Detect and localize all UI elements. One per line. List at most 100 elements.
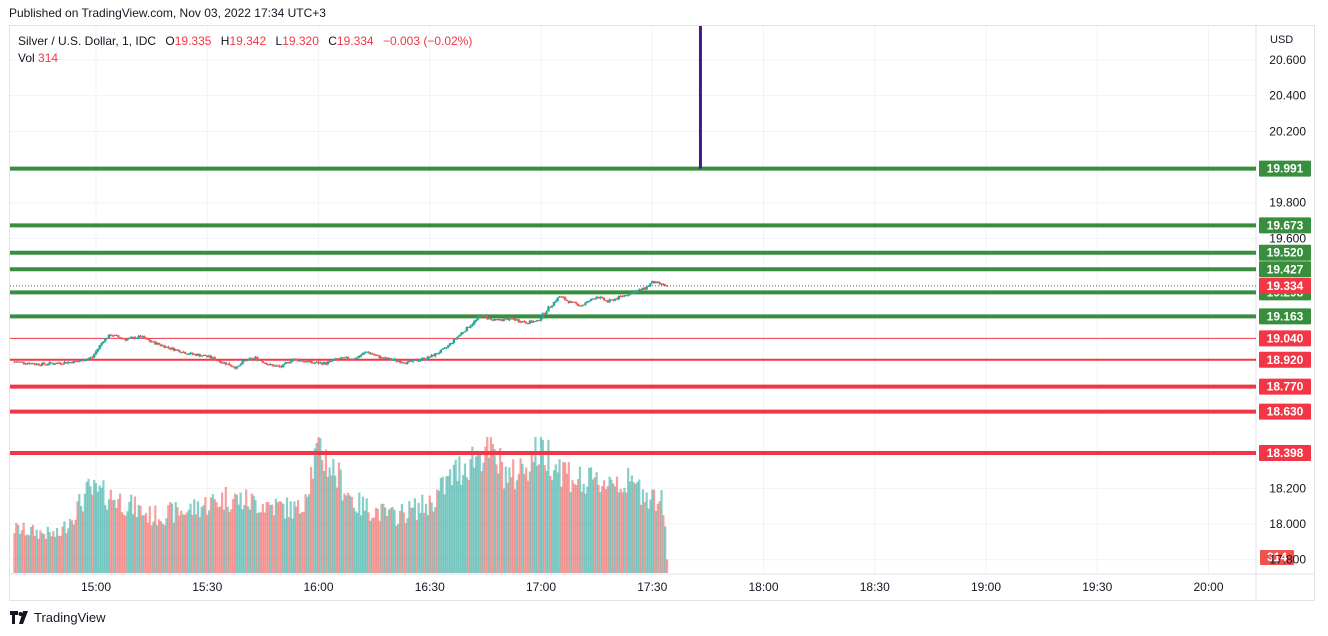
volume-bar-16:48 — [495, 464, 498, 573]
currency-label[interactable]: USD — [1270, 34, 1294, 46]
volume-bar-17:07 — [567, 461, 570, 573]
volume-bar-17:22 — [623, 487, 626, 573]
candle-body-16:41 — [471, 324, 474, 326]
volume-bar-17:12 — [584, 493, 587, 573]
volume-bar-14:59 — [91, 494, 94, 573]
published-header: Published on TradingView.com, Nov 03, 20… — [9, 6, 326, 20]
volume-bar-15:25 — [189, 503, 192, 573]
volume-bar-17:10 — [578, 466, 582, 573]
level-label-bg-19.040 — [1259, 330, 1311, 347]
candle-body-14:55 — [76, 361, 79, 363]
candle-body-15:18 — [161, 345, 164, 347]
volume-bar-17:18 — [608, 476, 611, 573]
candle-body-14:43 — [31, 363, 35, 365]
volume-bar-15:46 — [267, 502, 270, 573]
volume-bar-16:14 — [371, 517, 374, 573]
candle-body-16:07 — [345, 357, 348, 359]
candle-body-16:57 — [530, 320, 533, 323]
candle-body-16:14 — [369, 353, 372, 355]
volume-bar-17:31 — [656, 503, 659, 573]
volume-bar-15:30 — [208, 510, 211, 573]
candle-body-17:07 — [565, 299, 569, 301]
volume-bar-17:23 — [627, 467, 630, 573]
candle-body-15:17 — [157, 342, 161, 345]
volume-bar-14:39 — [17, 524, 20, 573]
volume-bar-15:27 — [196, 501, 200, 573]
candle-body-17:22 — [621, 296, 624, 298]
volume-bar-16:49 — [500, 461, 504, 573]
tradingview-brand[interactable]: TradingView — [10, 610, 106, 625]
volume-bar-14:44 — [37, 538, 40, 573]
volume-bar-17:19 — [612, 483, 615, 573]
volume-bar-16:12 — [363, 510, 366, 573]
volume-bar-14:53 — [70, 520, 73, 573]
candle-body-17:18 — [606, 300, 609, 303]
candle-body-16:23 — [404, 363, 407, 365]
volume-bar-14:42 — [28, 535, 31, 573]
candle-body-15:48 — [274, 365, 278, 367]
volume-bar-16:23 — [404, 523, 407, 573]
candle-body-15:10 — [133, 337, 137, 339]
candle-body-15:08 — [124, 338, 127, 341]
candle-body-14:47 — [46, 364, 49, 366]
volume-bar-15:31 — [209, 497, 213, 573]
volume-bar-16:30 — [428, 495, 431, 573]
level-label-18.770: 18.770 — [1267, 380, 1304, 394]
volume-bar-15:57 — [308, 494, 311, 573]
volume-bar-15:35 — [226, 506, 229, 573]
candle-body-15:03 — [105, 338, 109, 340]
volume-bar-17:03 — [551, 480, 554, 573]
volume-bar-17:16 — [599, 492, 602, 573]
candle-body-17:01 — [543, 313, 546, 315]
ohlc-legend: Silver / U.S. Dollar, 1, IDC O19.335 H19… — [18, 34, 472, 48]
candle-body-16:53 — [515, 319, 519, 321]
candle-body-15:56 — [304, 361, 307, 363]
volume-bar-16:36 — [450, 485, 454, 573]
time-tick-16:00: 16:00 — [303, 580, 333, 594]
candle-body-15:42 — [250, 358, 253, 360]
volume-bar-14:56 — [80, 506, 83, 573]
candle-body-14:59 — [91, 357, 94, 359]
volume-bar-15:48 — [274, 498, 277, 573]
candle-body-15:44 — [257, 359, 261, 361]
candle-body-14:45 — [41, 362, 44, 366]
candle-body-16:42 — [473, 321, 476, 325]
candle-body-15:55 — [300, 360, 304, 362]
volume-bar-17:32 — [660, 490, 663, 573]
volume-bar-15:50 — [282, 503, 285, 573]
volume-bar-15:28 — [200, 506, 203, 573]
volume-bar-16:58 — [534, 437, 537, 573]
candle-body-16:17 — [382, 357, 385, 359]
candle-body-15:14 — [148, 339, 151, 342]
volume-bar-15:23 — [180, 510, 183, 573]
price-tick-19.600: 19.600 — [1269, 231, 1306, 245]
volume-bar-16:40 — [467, 479, 470, 573]
candle-body-16:59 — [537, 320, 541, 322]
volume-bar-17:12 — [586, 486, 589, 573]
volume-bar-17:27 — [640, 504, 643, 573]
volume-bar-15:43 — [254, 500, 257, 573]
volume-bar-14:48 — [50, 536, 53, 573]
volume-bar-15:25 — [187, 509, 190, 573]
time-tick-18:00: 18:00 — [748, 580, 778, 594]
chart-frame[interactable] — [9, 25, 1315, 601]
volume-bar-16:25 — [411, 507, 415, 573]
volume-bar-15:33 — [219, 506, 222, 573]
volume-bar-17:10 — [576, 479, 580, 573]
volume-bar-16:27 — [417, 502, 420, 573]
candle-body-15:31 — [211, 357, 215, 359]
candle-body-15:47 — [270, 364, 274, 366]
grid-layer — [10, 26, 1314, 600]
candle-body-15:53 — [293, 358, 296, 360]
volume-bar-15:18 — [163, 525, 166, 573]
volume-bar-15:37 — [232, 498, 235, 573]
candle-body-14:43 — [33, 363, 37, 365]
volume-bar-16:01 — [322, 470, 326, 573]
volume-bar-16:46 — [487, 457, 491, 573]
candle-body-15:06 — [117, 335, 120, 338]
volume-bar-17:21 — [619, 488, 622, 573]
high-label: H — [220, 34, 230, 48]
candle-body-14:44 — [35, 363, 38, 365]
candle-body-14:58 — [87, 358, 90, 360]
